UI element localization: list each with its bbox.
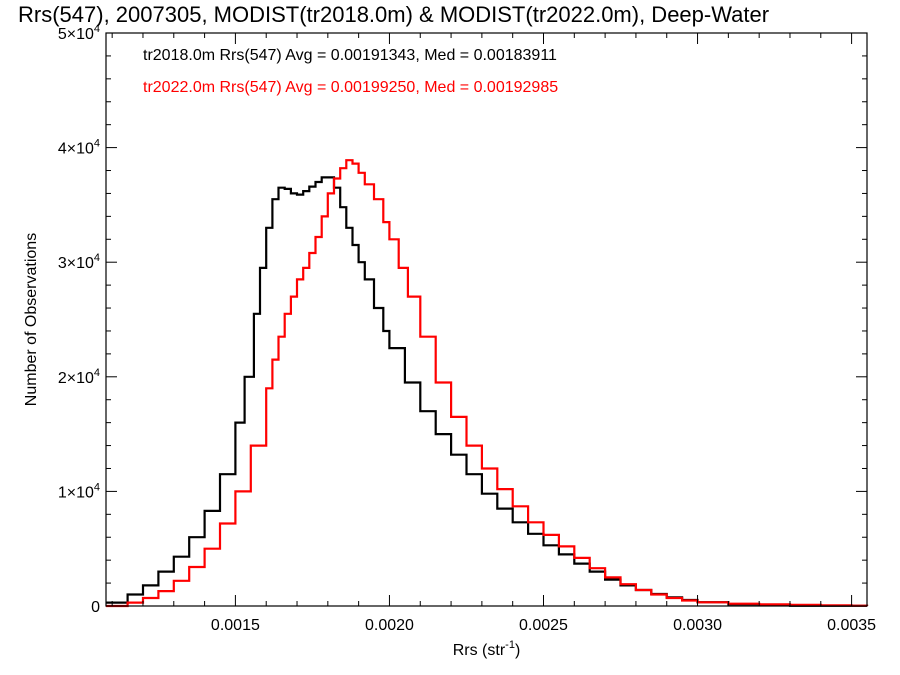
tick-layer xyxy=(106,32,867,607)
x-tick-label: 0.0020 xyxy=(365,617,414,634)
y-tick-label: 0 xyxy=(91,599,100,616)
y-axis-label: Number of Observations xyxy=(23,233,40,406)
x-axis-label-close: ) xyxy=(515,642,520,659)
x-tick-label: 0.0025 xyxy=(519,617,568,634)
series-line-1 xyxy=(106,159,869,608)
y-tick-label: 1×104 xyxy=(58,481,100,501)
chart-title: Rrs(547), 2007305, MODIST(tr2018.0m) & M… xyxy=(18,2,770,27)
x-tick-label: 0.0030 xyxy=(673,617,722,634)
y-tick-label: 2×104 xyxy=(58,367,100,387)
x-axis-label-sup: -1 xyxy=(505,639,515,651)
y-tick-label: 5×104 xyxy=(58,23,100,43)
x-axis-label-main: Rrs (str xyxy=(453,642,506,659)
plot-frame xyxy=(105,32,868,607)
x-axis-label: Rrs (str-1) xyxy=(453,639,521,659)
tick-label-layer: 0.0015 0.0020 0.0025 0.0030 0.0035 0 1×104 2×10… xyxy=(58,23,876,634)
x-tick-label: 0.0015 xyxy=(211,617,260,634)
legend-entry-tr2018: tr2018.0m Rrs(547) Avg = 0.00191343, Med… xyxy=(143,47,557,64)
y-tick-label: 3×104 xyxy=(58,252,100,272)
legend-entry-tr2022: tr2022.0m Rrs(547) Avg = 0.00199250, Med… xyxy=(143,79,558,96)
x-tick-label: 0.0035 xyxy=(827,617,876,634)
y-tick-label: 4×104 xyxy=(58,138,100,158)
series-layer xyxy=(106,159,869,608)
